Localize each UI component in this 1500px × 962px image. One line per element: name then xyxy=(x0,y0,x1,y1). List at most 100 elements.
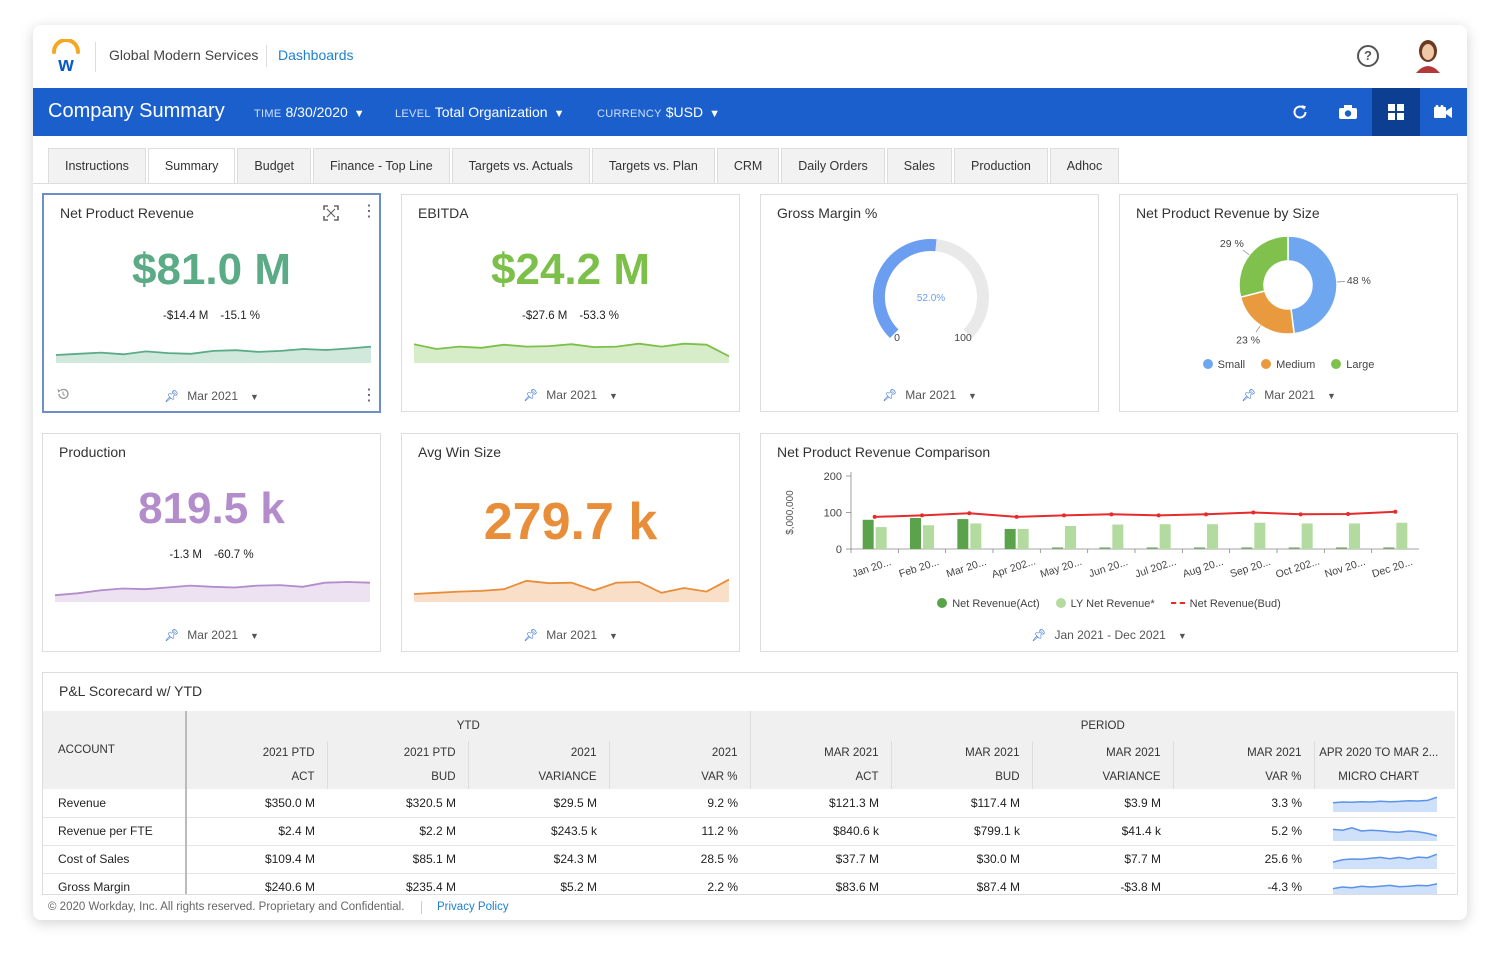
help-icon[interactable]: ? xyxy=(1357,45,1379,67)
period-selector[interactable]: 📌︎ Mar 2021 ▼ xyxy=(761,388,1098,402)
budget-point[interactable] xyxy=(967,511,972,516)
refresh-button[interactable] xyxy=(1276,88,1324,136)
tab-daily-orders[interactable]: Daily Orders xyxy=(781,148,885,183)
bar-ly[interactable] xyxy=(1207,524,1218,549)
grid-view-button[interactable] xyxy=(1372,88,1420,136)
donut-slice[interactable] xyxy=(1287,235,1338,335)
account-header[interactable]: ACCOUNT xyxy=(43,711,187,789)
donut-slice[interactable] xyxy=(1239,290,1295,335)
legend-item[interactable]: Large xyxy=(1331,359,1374,371)
budget-point[interactable] xyxy=(1251,510,1256,515)
column-header[interactable]: ACT xyxy=(750,765,892,789)
column-header[interactable]: VARIANCE xyxy=(1032,765,1174,789)
budget-point[interactable] xyxy=(1393,509,1398,514)
column-header[interactable]: 2021 xyxy=(609,741,751,765)
column-header[interactable]: ACT xyxy=(186,765,328,789)
column-header[interactable]: 2021 PTD xyxy=(327,741,469,765)
period-selector[interactable]: 📌︎ Mar 2021 ▼ xyxy=(43,628,380,642)
expand-icon[interactable] xyxy=(323,205,339,221)
time-filter[interactable]: TIME 8/30/2020 ▼ xyxy=(254,104,365,120)
budget-point[interactable] xyxy=(1109,512,1114,517)
production-card[interactable]: Production 819.5 k -1.3 M -60.7 % 📌︎ Mar 2… xyxy=(42,433,381,652)
column-header[interactable]: MAR 2021 xyxy=(891,741,1033,765)
legend-item[interactable]: Net Revenue(Bud) xyxy=(1170,598,1281,610)
tab-crm[interactable]: CRM xyxy=(716,148,780,183)
account-cell[interactable]: Revenue xyxy=(43,789,187,818)
tab-instructions[interactable]: Instructions xyxy=(48,148,146,183)
budget-point[interactable] xyxy=(1156,513,1161,518)
column-header[interactable]: VARIANCE xyxy=(468,765,610,789)
avatar[interactable] xyxy=(1413,39,1443,73)
bar-ly[interactable] xyxy=(1017,528,1029,549)
level-filter[interactable]: LEVEL Total Organization ▼ xyxy=(395,104,564,120)
history-icon[interactable] xyxy=(56,387,70,401)
account-cell[interactable]: Cost of Sales xyxy=(43,845,187,874)
budget-point[interactable] xyxy=(920,513,924,518)
account-cell[interactable]: Revenue per FTE xyxy=(43,817,187,846)
column-header[interactable]: APR 2020 TO MAR 2... xyxy=(1319,747,1439,759)
bar-ly[interactable] xyxy=(1396,522,1408,549)
bar-ly[interactable] xyxy=(970,523,982,549)
tab-adhoc[interactable]: Adhoc xyxy=(1049,148,1120,183)
bar-ly[interactable] xyxy=(1112,524,1124,549)
avg-win-size-card[interactable]: Avg Win Size 279.7 k 📌︎ Mar 2021 ▼ xyxy=(401,433,740,652)
column-header[interactable]: MAR 2021 xyxy=(1032,741,1174,765)
account-cell[interactable]: Gross Margin xyxy=(43,873,187,894)
bar-ly[interactable] xyxy=(1254,522,1266,549)
pl-scorecard-card[interactable]: P&L Scorecard w/ YTD ACCOUNT YTD PERIOD … xyxy=(42,672,1458,895)
npr-by-size-card[interactable]: Net Product Revenue by Size 48 % 23 % 29 %… xyxy=(1119,194,1458,412)
period-selector[interactable]: 📌︎ Jan 2021 - Dec 2021 ▼ xyxy=(761,628,1457,642)
bar-actual[interactable] xyxy=(862,519,874,549)
bar-ly[interactable] xyxy=(875,527,887,549)
bar-ly[interactable] xyxy=(1065,526,1076,549)
dashboards-link[interactable]: Dashboards xyxy=(278,47,354,63)
video-button[interactable] xyxy=(1419,88,1467,136)
tab-summary[interactable]: Summary xyxy=(147,148,236,184)
tab-production[interactable]: Production xyxy=(954,148,1048,183)
more-options-icon[interactable]: ⋮ xyxy=(361,203,377,220)
tab-targets-vs-actuals[interactable]: Targets vs. Actuals xyxy=(451,148,590,183)
bar-ly[interactable] xyxy=(1349,523,1360,549)
legend-item[interactable]: Small xyxy=(1202,359,1245,371)
period-selector[interactable]: 📌︎ Mar 2021 ▼ xyxy=(402,388,739,402)
budget-point[interactable] xyxy=(1204,512,1208,517)
column-header[interactable]: VAR % xyxy=(1173,765,1315,789)
table-row[interactable]: Revenue $350.0 M $320.5 M $29.5 M 9.2 % $121.… xyxy=(43,789,1455,818)
budget-point[interactable] xyxy=(1014,514,1019,519)
npr-comparison-card[interactable]: Net Product Revenue Comparison $,000,000… xyxy=(760,433,1458,652)
budget-point[interactable] xyxy=(1346,511,1350,516)
column-header[interactable]: MAR 2021 xyxy=(750,741,892,765)
camera-button[interactable] xyxy=(1324,88,1372,136)
budget-point[interactable] xyxy=(1062,513,1066,518)
budget-point[interactable] xyxy=(1298,512,1303,517)
ebitda-card[interactable]: EBITDA $24.2 M -$27.6 M -53.3 % 📌︎ Mar 202… xyxy=(401,194,740,412)
bar-ly[interactable] xyxy=(1159,524,1171,549)
table-row[interactable]: Revenue per FTE $2.4 M $2.2 M $243.5 k 11.2 … xyxy=(43,817,1455,846)
tab-finance-top-line[interactable]: Finance - Top Line xyxy=(313,148,450,183)
legend-item[interactable]: LY Net Revenue* xyxy=(1055,598,1155,610)
column-header[interactable]: 2021 xyxy=(468,741,610,765)
period-selector[interactable]: 📌︎ Mar 2021 ▼ xyxy=(44,389,379,403)
legend-item[interactable]: Medium xyxy=(1261,359,1315,371)
workday-logo[interactable]: w xyxy=(49,39,83,73)
more-options-icon[interactable]: ⋮ xyxy=(361,387,377,404)
bar-actual[interactable] xyxy=(1004,528,1016,549)
bar-ly[interactable] xyxy=(1301,523,1313,549)
column-header[interactable]: MICRO CHART xyxy=(1338,771,1420,783)
tab-sales[interactable]: Sales xyxy=(886,148,953,183)
privacy-policy-link[interactable]: Privacy Policy xyxy=(437,901,509,913)
gross-margin-card[interactable]: Gross Margin % 52.0% 0 100 📌︎ Mar 2021 ▼ xyxy=(760,194,1099,412)
budget-point[interactable] xyxy=(872,514,877,519)
legend-item[interactable]: Net Revenue(Act) xyxy=(937,598,1040,610)
tab-budget[interactable]: Budget xyxy=(237,148,312,183)
column-header[interactable]: BUD xyxy=(891,765,1033,789)
period-selector[interactable]: 📌︎ Mar 2021 ▼ xyxy=(1120,388,1457,402)
net-product-revenue-card[interactable]: Net Product Revenue ⋮ $81.0 M -$14.4 M -1… xyxy=(42,193,381,413)
period-selector[interactable]: 📌︎ Mar 2021 ▼ xyxy=(402,628,739,642)
column-header[interactable]: MAR 2021 xyxy=(1173,741,1315,765)
column-header[interactable]: VAR % xyxy=(609,765,751,789)
tab-targets-vs-plan[interactable]: Targets vs. Plan xyxy=(591,148,715,183)
donut-slice[interactable] xyxy=(1238,235,1289,299)
bar-actual[interactable] xyxy=(957,519,969,549)
column-header[interactable]: 2021 PTD xyxy=(186,741,328,765)
